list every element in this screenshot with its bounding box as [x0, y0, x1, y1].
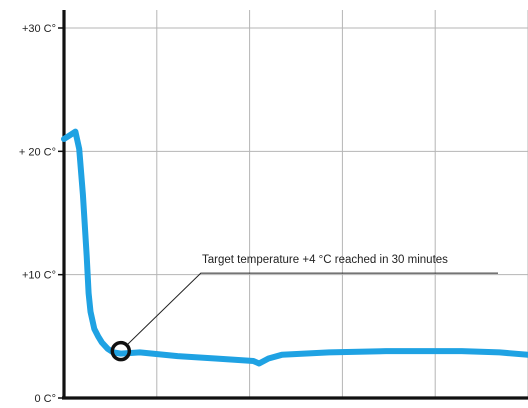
temperature-series-line: [61, 128, 528, 367]
annotations: Target temperature +4 °C reached in 30 m…: [110, 254, 498, 362]
y-tick-label: + 20 C°: [19, 146, 56, 158]
y-tick-label: +30 C°: [22, 23, 56, 35]
y-tick-label: +10 C°: [22, 270, 56, 282]
series: [61, 128, 528, 367]
y-tick-label: 0 C°: [34, 393, 56, 403]
grid: [64, 10, 528, 398]
annotation-text: Target temperature +4 °C reached in 30 m…: [202, 254, 448, 266]
y-tick-labels: +30 C° + 20 C° +10 C° 0 C°: [19, 23, 64, 405]
target-point-marker: [110, 340, 132, 362]
axes: [62, 10, 528, 400]
annotation-leader-line: [126, 272, 498, 346]
